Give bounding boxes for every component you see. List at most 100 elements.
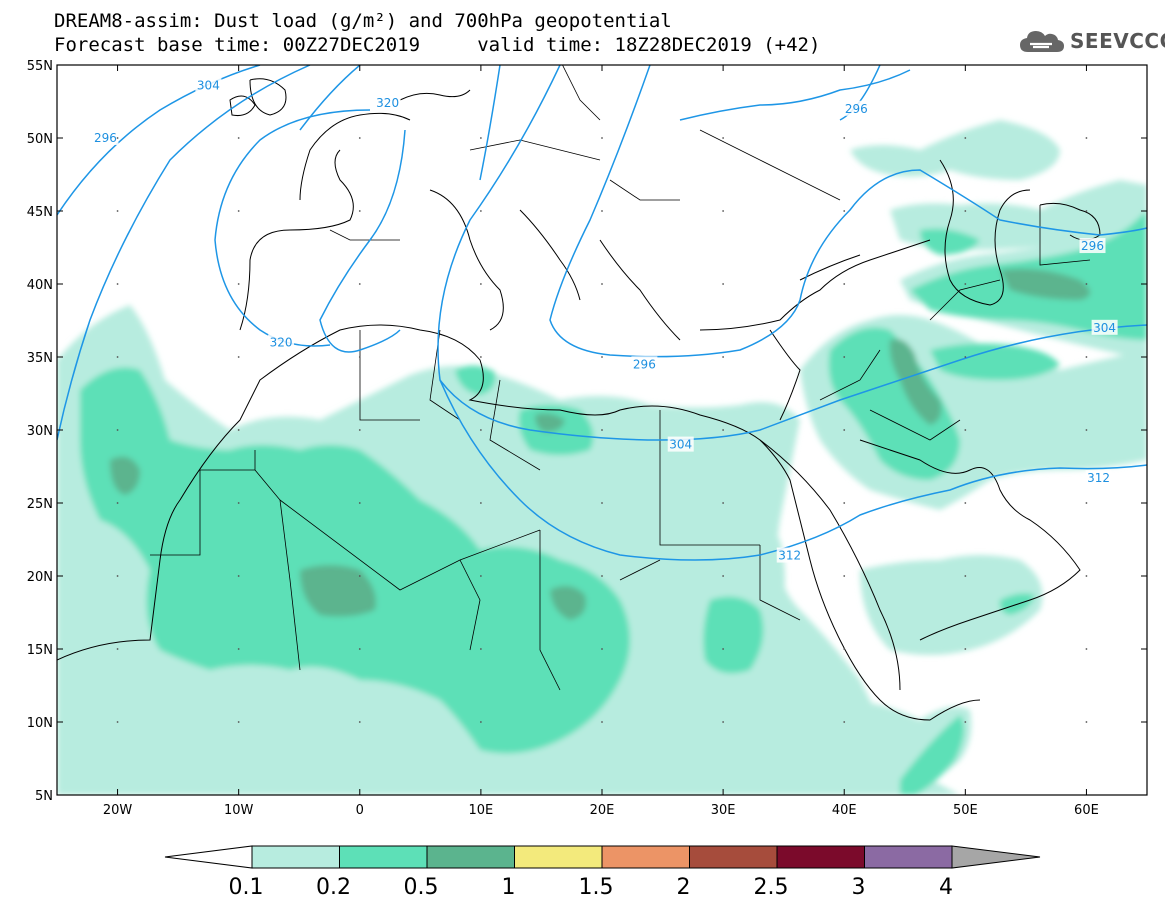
contour-label-bg	[374, 94, 401, 110]
grid-dot	[843, 502, 846, 504]
contour-label-bg	[268, 334, 295, 350]
grid-dot	[116, 210, 119, 212]
contour-label: 296	[1081, 239, 1104, 253]
contour-label: 320	[270, 335, 293, 349]
contour-label-bg	[1091, 319, 1118, 335]
grid-dot	[601, 502, 603, 504]
grid-dot	[479, 575, 482, 577]
seevccc-logo: SEEVCCC	[1018, 26, 1165, 56]
grid-dot	[237, 575, 240, 577]
contour-304-west	[57, 65, 311, 441]
grid-dot	[1085, 356, 1088, 358]
grid-dot	[601, 721, 603, 723]
colorbar-segment	[689, 845, 778, 869]
grid-dot	[237, 648, 240, 650]
lat-label: 25N	[27, 497, 53, 512]
longitude-axis: 20W 10W 0 10E 20E 30E 40E 50E 60E	[103, 65, 1099, 818]
colorbar-label: 1	[502, 875, 516, 900]
grid-dot	[601, 575, 603, 577]
grid-dot	[1085, 575, 1088, 577]
grid-dot	[358, 210, 361, 212]
grid-dot	[722, 137, 725, 139]
dust-region-turkmen-dark	[1000, 268, 1090, 300]
colorbar-high-arrow	[951, 845, 1041, 869]
grid-dot	[843, 210, 846, 212]
contour-label-bg	[195, 77, 222, 93]
map-title-line-2: Forecast base time: 00Z27DEC2019 valid t…	[54, 34, 821, 56]
grid-dot	[722, 648, 725, 650]
grid-dot	[237, 210, 240, 212]
dust-region-western-sahara-dark	[110, 456, 140, 495]
grid-dot	[116, 429, 119, 431]
grid-dot	[358, 429, 361, 431]
grid-dot	[722, 210, 725, 212]
grid-dot	[1085, 721, 1088, 723]
grid-dot	[722, 429, 725, 431]
lon-label: 10W	[224, 803, 254, 818]
contour-312-middle	[479, 65, 501, 181]
dust-region-mali-dark	[300, 565, 376, 617]
lon-label: 0	[356, 803, 364, 818]
contour-label: 312	[1087, 471, 1110, 485]
dust-region-iran-medium	[930, 343, 1060, 380]
contour-label: 320	[376, 96, 399, 110]
lat-label: 10N	[27, 716, 53, 731]
lat-label: 55N	[27, 59, 53, 74]
contour-312-west	[319, 129, 406, 353]
grid-dot	[1085, 502, 1088, 504]
grid-dot	[964, 575, 967, 577]
grid-dot	[116, 721, 119, 723]
colorbar-segment	[426, 845, 515, 869]
cloud-icon	[1020, 31, 1064, 52]
dust-region-tunisia	[455, 365, 496, 395]
colorbar-label: 2	[677, 875, 691, 900]
contour-label: 296	[94, 131, 117, 145]
contour-label: 304	[197, 78, 220, 92]
colorbar-segment	[339, 845, 428, 869]
colorbar-segment	[251, 845, 340, 869]
lon-label: 30E	[711, 803, 736, 818]
grid-dot	[116, 502, 119, 504]
contour-320-iberia	[214, 109, 371, 347]
grid-dot	[479, 502, 482, 504]
dust-region-caspian-north	[920, 228, 980, 255]
lat-label: 50N	[27, 132, 53, 147]
contour-label-bg	[1085, 470, 1112, 486]
grid-dot	[843, 648, 846, 650]
colorbar-label: 0.5	[404, 875, 439, 900]
grid-dot	[116, 283, 119, 285]
lat-label: 40N	[27, 278, 53, 293]
colorbar-segment	[514, 845, 603, 869]
contour-296-west	[57, 65, 261, 216]
contour-label-bg	[92, 130, 119, 145]
grid-dot	[1085, 283, 1088, 285]
grid-dot	[843, 429, 846, 431]
dust-region-chad-dark	[550, 586, 586, 620]
lon-label: 10E	[469, 803, 494, 818]
grid-dot	[964, 648, 967, 650]
grid-dot	[1085, 429, 1088, 431]
contour-label: 304	[669, 438, 692, 452]
colorbar-label: 0.1	[229, 875, 264, 900]
country-borders	[150, 65, 1091, 691]
grid-dot	[601, 429, 603, 431]
colorbar-segment	[864, 845, 953, 869]
grid-dot	[843, 721, 846, 723]
grid-dot	[358, 283, 361, 285]
dust-region-sahara-medium	[80, 367, 630, 754]
dust-region-libya-dark	[535, 413, 565, 432]
grid-dot	[964, 721, 967, 723]
lon-label: 50E	[953, 803, 978, 818]
lat-label: 20N	[27, 570, 53, 585]
grid-dot	[601, 648, 603, 650]
latitude-axis: 55N 50N 45N 40N 35N 30N 25N 20N 15N 10N 5N	[27, 59, 1147, 804]
contour-296-mediterranean	[549, 65, 1147, 358]
lat-label: 15N	[27, 643, 53, 658]
grid-dot	[237, 502, 240, 504]
grid-dot	[237, 429, 240, 431]
grid-dot	[479, 210, 482, 212]
contour-312-south	[439, 379, 1147, 561]
colorbar: 0.1 0.2 0.5 1 1.5 2 2.5 3 4	[164, 845, 1041, 900]
grid-dot	[479, 429, 482, 431]
